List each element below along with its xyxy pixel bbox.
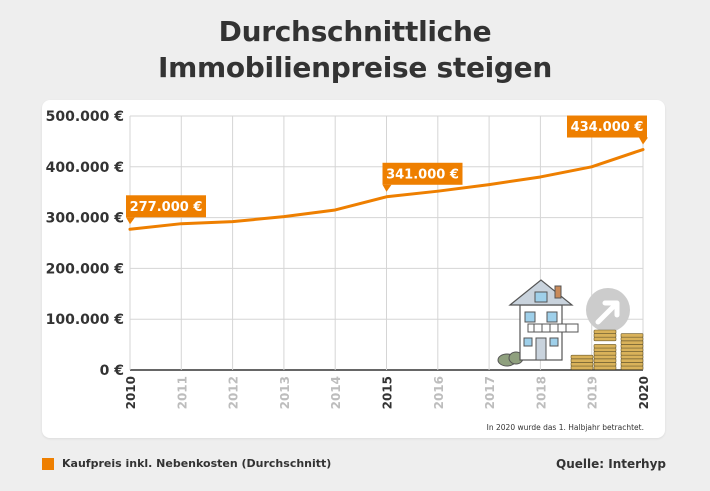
coin: [620, 358, 644, 363]
coin: [593, 365, 617, 370]
chart-note: In 2020 wurde das 1. Halbjahr betrachtet…: [487, 423, 644, 432]
x-tick: 2017: [483, 376, 497, 409]
callout-box: [126, 195, 206, 218]
callout-box: [567, 115, 647, 138]
series-line-path: [128, 148, 645, 231]
callout-label: 277.000 €: [130, 200, 203, 215]
coin: [570, 354, 594, 360]
coin: [593, 344, 617, 349]
coin-stack-icon: [570, 329, 644, 370]
coin: [570, 358, 594, 363]
x-tick-label: 2014: [329, 376, 343, 409]
y-axis-ticks: 0 € 100.000 € 200.000 € 300.000 € 400.000 € 5…: [46, 109, 124, 379]
coin: [570, 362, 594, 367]
coin: [620, 351, 644, 356]
x-tick-label: 2016: [432, 376, 446, 409]
title-line-1: Durchschnittliche: [218, 15, 492, 48]
coin: [620, 347, 644, 352]
annotations: 277.000 € 341.000 € 434.000 €: [126, 115, 648, 225]
coin: [620, 336, 644, 342]
x-tick: 2010: [124, 376, 138, 409]
y-tick-label: 100.000 €: [46, 312, 124, 328]
callout-tip: [639, 137, 648, 145]
callout-label: 434.000 €: [571, 120, 644, 135]
x-tick: 2011: [175, 376, 189, 409]
coin: [620, 365, 644, 370]
coin: [593, 358, 617, 363]
source-label: Quelle: Interhyp: [556, 457, 666, 471]
x-tick-label: 2013: [278, 376, 292, 409]
x-tick: 2015: [381, 376, 395, 409]
x-tick-label: 2012: [227, 376, 241, 409]
x-tick: 2018: [534, 376, 548, 409]
chart-title: Durchschnittliche Immobilienpreise steig…: [0, 14, 710, 86]
coin: [620, 362, 644, 367]
x-tick-label: 2017: [483, 376, 497, 409]
x-tick-label: 2018: [534, 376, 548, 409]
callout-label: 341.000 €: [386, 167, 459, 182]
x-tick-label: 2011: [175, 376, 189, 409]
y-tick-label: 500.000 €: [46, 109, 124, 125]
bush-icon: [497, 351, 524, 367]
illustration: [497, 279, 644, 370]
coin: [620, 333, 644, 338]
x-tick-label: 2020: [637, 376, 651, 409]
coin: [620, 340, 644, 345]
callout-box: [382, 162, 463, 185]
x-tick-label: 2015: [381, 376, 395, 409]
chart-card: 0 € 100.000 € 200.000 € 300.000 € 400.000 € 5…: [42, 100, 665, 438]
value-callout: 434.000 €: [567, 115, 648, 145]
coin: [593, 333, 617, 338]
x-tick: 2013: [278, 376, 292, 409]
house-icon: [508, 279, 579, 361]
x-tick: 2016: [432, 376, 446, 409]
coin: [593, 336, 617, 342]
x-axis-ticks: 2010 2011 2012 2013 2014 2015 2016 2017 2018 2019…: [124, 376, 651, 409]
x-tick-label: 2010: [124, 376, 138, 409]
x-tick: 2014: [329, 376, 343, 409]
value-callout: 277.000 €: [126, 195, 206, 225]
x-tick: 2020: [637, 376, 651, 409]
line-chart: 0 € 100.000 € 200.000 € 300.000 € 400.000 € 5…: [46, 109, 651, 432]
y-tick-label: 0 €: [100, 363, 124, 379]
arrow-up-right-icon: [586, 288, 630, 332]
coin: [593, 351, 617, 356]
x-tick: 2012: [227, 376, 241, 409]
y-tick-label: 400.000 €: [46, 160, 124, 176]
legend-swatch: [42, 457, 54, 470]
coin: [593, 354, 617, 360]
callout-tip: [126, 217, 135, 225]
y-tick-label: 300.000 €: [46, 211, 124, 227]
series-line: [128, 148, 645, 231]
x-tick-label: 2019: [586, 376, 600, 409]
legend-label: Kaufpreis inkl. Nebenkosten (Durchschnit…: [62, 457, 332, 470]
x-tick: 2019: [586, 376, 600, 409]
legend: Kaufpreis inkl. Nebenkosten (Durchschnit…: [42, 457, 331, 470]
coin: [593, 362, 617, 367]
y-tick-label: 200.000 €: [46, 261, 124, 277]
coin: [620, 344, 644, 349]
coin: [593, 329, 617, 334]
coin: [593, 347, 617, 352]
coin: [570, 365, 594, 370]
callout-tip: [382, 184, 392, 192]
coin: [620, 354, 644, 360]
title-line-2: Immobilienpreise steigen: [157, 51, 552, 84]
value-callout: 341.000 €: [382, 162, 463, 192]
